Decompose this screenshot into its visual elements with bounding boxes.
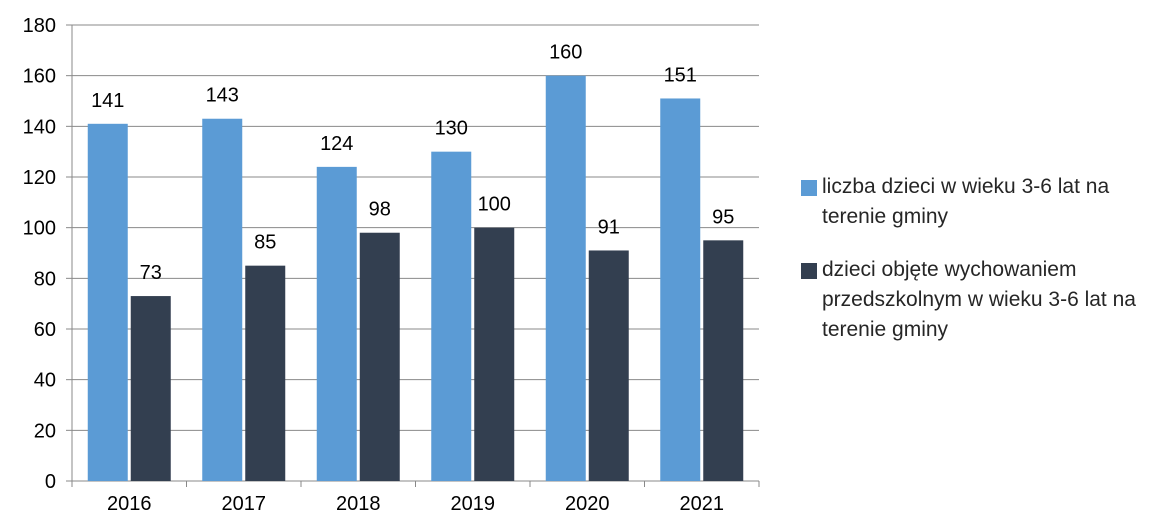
legend-label-children-total: liczba dzieci w wieku 3-6 lat na terenie… bbox=[822, 175, 1110, 228]
x-tick-label-2020: 2020 bbox=[565, 493, 610, 515]
y-tick-label-80: 80 bbox=[34, 268, 56, 290]
bar-children-preschool-2019 bbox=[474, 227, 515, 481]
x-tick-label-2018: 2018 bbox=[336, 493, 381, 515]
y-tick-label-0: 0 bbox=[45, 471, 56, 493]
bar-children-preschool-2020 bbox=[588, 250, 629, 481]
data-label-children-preschool-2019: 100 bbox=[478, 194, 511, 216]
y-tick-label-160: 160 bbox=[23, 66, 56, 88]
y-tick-label-180: 180 bbox=[23, 15, 56, 37]
legend-label-children-preschool: dzieci objęte wychowaniem przedszkolnym … bbox=[822, 258, 1136, 341]
y-tick-label-20: 20 bbox=[34, 420, 56, 442]
data-label-children-preschool-2021: 95 bbox=[712, 206, 734, 228]
legend-swatch-children-total bbox=[801, 180, 817, 196]
bar-children-total-2019 bbox=[431, 151, 472, 481]
data-label-children-preschool-2018: 98 bbox=[369, 199, 391, 221]
x-tick-label-2021: 2021 bbox=[680, 493, 725, 515]
bar-children-total-2021 bbox=[660, 98, 701, 481]
data-label-children-total-2019: 130 bbox=[435, 118, 468, 140]
bar-children-total-2020 bbox=[545, 75, 586, 482]
data-label-children-total-2016: 141 bbox=[91, 90, 124, 112]
bar-children-total-2017 bbox=[202, 118, 243, 481]
y-tick-label-60: 60 bbox=[34, 319, 56, 341]
data-label-children-total-2021: 151 bbox=[664, 64, 697, 86]
data-label-children-total-2017: 143 bbox=[206, 85, 239, 107]
legend: liczba dzieci w wieku 3-6 lat na terenie… bbox=[801, 172, 1153, 368]
bar-children-preschool-2018 bbox=[359, 232, 400, 481]
data-label-children-total-2020: 160 bbox=[549, 42, 582, 64]
data-label-children-preschool-2016: 73 bbox=[140, 262, 162, 284]
bar-children-preschool-2016 bbox=[130, 296, 171, 481]
legend-swatch-children-preschool bbox=[801, 263, 817, 279]
y-tick-label-100: 100 bbox=[23, 218, 56, 240]
x-tick-label-2016: 2016 bbox=[107, 493, 152, 515]
data-label-children-preschool-2017: 85 bbox=[254, 232, 276, 254]
bar-children-total-2018 bbox=[316, 166, 357, 481]
y-tick-label-120: 120 bbox=[23, 167, 56, 189]
data-label-children-total-2018: 124 bbox=[320, 133, 353, 155]
legend-item-children-total: liczba dzieci w wieku 3-6 lat na terenie… bbox=[801, 172, 1153, 232]
data-label-children-preschool-2020: 91 bbox=[598, 216, 620, 238]
x-tick-label-2019: 2019 bbox=[451, 493, 496, 515]
y-tick-label-140: 140 bbox=[23, 116, 56, 138]
legend-item-children-preschool: dzieci objęte wychowaniem przedszkolnym … bbox=[801, 255, 1153, 345]
bar-children-preschool-2021 bbox=[703, 240, 744, 481]
y-tick-label-40: 40 bbox=[34, 370, 56, 392]
x-tick-label-2017: 2017 bbox=[222, 493, 267, 515]
bar-children-preschool-2017 bbox=[245, 265, 286, 481]
bar-children-total-2016 bbox=[87, 123, 128, 482]
